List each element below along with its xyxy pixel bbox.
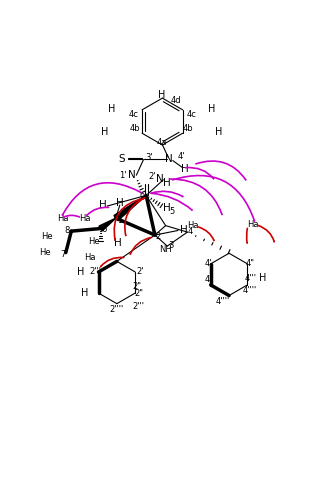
FancyArrowPatch shape: [151, 192, 183, 196]
Text: H: H: [116, 198, 124, 208]
Text: Ha: Ha: [80, 214, 91, 224]
FancyArrowPatch shape: [62, 183, 141, 215]
Text: 2'''': 2'''': [110, 305, 124, 314]
Text: S: S: [118, 154, 125, 164]
Text: 4d: 4d: [171, 96, 182, 105]
Text: 4''': 4''': [245, 274, 256, 283]
Text: 4': 4': [204, 260, 212, 268]
Text: H: H: [114, 238, 122, 248]
Text: N: N: [128, 170, 135, 180]
Text: 5: 5: [170, 207, 175, 216]
Text: 4b: 4b: [182, 124, 193, 132]
Text: H: H: [108, 104, 115, 114]
FancyArrowPatch shape: [173, 176, 255, 221]
FancyArrowPatch shape: [87, 208, 109, 215]
Text: 7: 7: [60, 250, 65, 259]
FancyArrowPatch shape: [130, 238, 151, 254]
FancyArrowPatch shape: [151, 194, 192, 210]
Text: 1: 1: [117, 216, 122, 224]
Text: Ha: Ha: [247, 220, 258, 230]
Text: H: H: [81, 288, 89, 298]
Text: Ha: Ha: [188, 221, 199, 230]
Text: H: H: [99, 200, 107, 210]
Text: H: H: [180, 224, 188, 234]
Text: 4b: 4b: [130, 124, 141, 132]
Text: 4c: 4c: [129, 110, 138, 119]
FancyArrowPatch shape: [101, 258, 124, 266]
Text: 2''': 2''': [89, 268, 101, 276]
Text: 2': 2': [148, 172, 155, 180]
FancyArrowPatch shape: [186, 168, 214, 178]
Text: 4'''': 4'''': [215, 297, 230, 306]
Text: H: H: [163, 203, 171, 213]
Text: H: H: [163, 178, 171, 188]
Text: N: N: [165, 154, 173, 164]
Text: H: H: [215, 126, 222, 136]
FancyArrowPatch shape: [114, 198, 144, 240]
Text: NH: NH: [159, 246, 172, 254]
Text: 4: 4: [188, 227, 193, 236]
Text: He: He: [39, 248, 51, 257]
Text: 6: 6: [102, 226, 107, 234]
FancyArrowPatch shape: [171, 179, 222, 214]
Text: 2': 2': [136, 268, 144, 276]
FancyArrowPatch shape: [125, 198, 145, 235]
Text: 2": 2": [132, 282, 141, 291]
Text: 2: 2: [155, 232, 161, 241]
Text: 4a: 4a: [157, 138, 167, 147]
Text: 4c: 4c: [187, 110, 196, 119]
Text: H: H: [158, 90, 166, 100]
Text: H: H: [101, 126, 109, 136]
Text: H: H: [181, 164, 188, 174]
Text: H: H: [259, 274, 267, 283]
Text: 4": 4": [204, 275, 213, 284]
Text: 1': 1': [119, 170, 127, 179]
Text: 9: 9: [140, 194, 145, 202]
Text: He: He: [88, 238, 100, 246]
Text: N: N: [156, 174, 164, 184]
FancyArrowPatch shape: [196, 161, 246, 180]
FancyArrowPatch shape: [64, 216, 79, 217]
Text: 8: 8: [65, 226, 70, 235]
Polygon shape: [99, 218, 116, 231]
Text: 4": 4": [245, 260, 255, 268]
Text: 4'''': 4'''': [243, 286, 257, 296]
Text: Ha: Ha: [57, 214, 68, 223]
FancyArrowPatch shape: [258, 226, 274, 242]
Text: Ha: Ha: [84, 253, 95, 262]
Text: 3': 3': [145, 154, 153, 162]
Text: 4': 4': [177, 152, 185, 162]
Text: He: He: [41, 232, 53, 240]
Polygon shape: [114, 196, 146, 220]
Text: H: H: [77, 267, 84, 277]
Text: 2": 2": [134, 288, 143, 298]
Text: H: H: [208, 104, 215, 114]
Text: 3: 3: [168, 241, 173, 250]
Text: 2''': 2''': [133, 302, 144, 312]
FancyArrowPatch shape: [198, 227, 214, 240]
